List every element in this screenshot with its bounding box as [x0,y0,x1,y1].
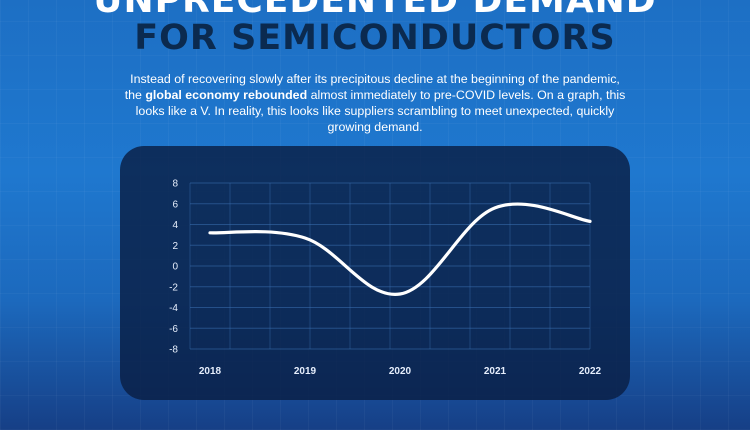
y-tick-label: -4 [169,303,178,314]
x-tick-label: 2018 [199,366,222,377]
y-tick-label: 6 [172,199,178,210]
intro-paragraph: Instead of recovering slowly after its p… [120,71,630,135]
x-tick-label: 2020 [389,366,412,377]
y-tick-label: -2 [169,282,178,293]
y-tick-label: -6 [169,324,178,335]
y-tick-label: 4 [172,220,178,231]
y-tick-label: -8 [169,345,178,356]
line-chart: 8 6 4 2 0 -2 -4 -6 -8 2018 2019 2020 2021 2022 [169,179,602,378]
chart-panel: 8 6 4 2 0 -2 -4 -6 -8 2018 2019 2020 2021 2022 [120,146,630,400]
y-tick-label: 2 [172,241,178,252]
x-tick-label: 2019 [294,366,317,377]
series-line [208,202,592,296]
intro-text-part-1: Instead of recovering slowly after its p… [124,72,620,102]
headline-line-1: UNPRECEDENTED DEMAND [93,0,657,21]
y-tick-label: 0 [172,262,178,273]
headline-line-2: FOR SEMICONDUCTORS [134,18,616,58]
intro-highlight: global economy rebounded [145,88,308,102]
intro-text-part-2: almost immediately to pre-COVID levels. … [135,88,626,134]
x-tick-label: 2021 [484,366,507,377]
y-tick-label: 8 [172,179,178,190]
x-tick-label: 2022 [579,366,602,377]
